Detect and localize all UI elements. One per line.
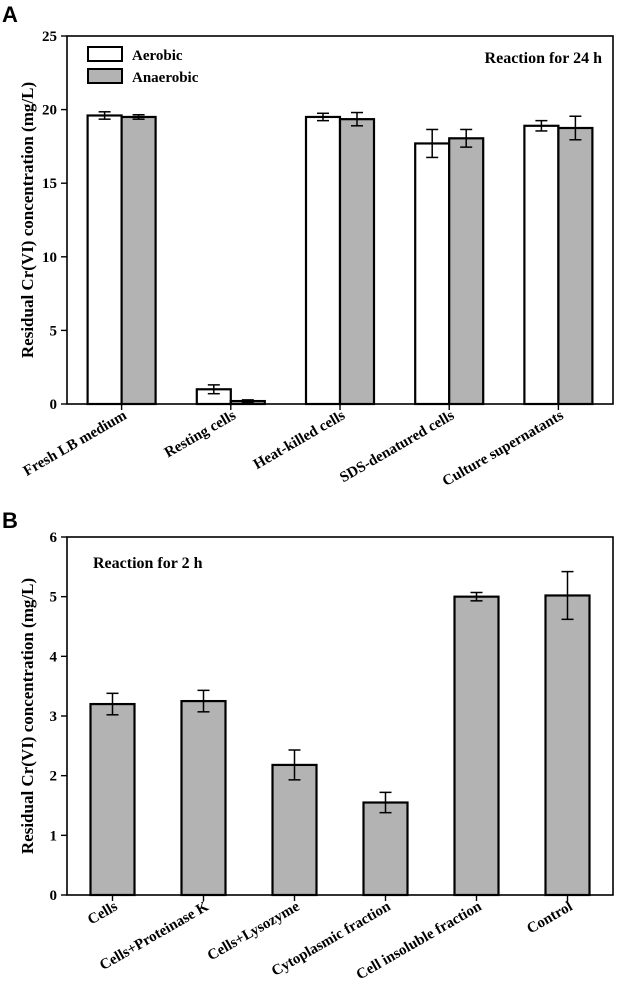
y-tick-label: 4 [50, 649, 58, 665]
y-tick-label: 3 [50, 709, 58, 725]
chart-panel-a: A 0 5 10 15 20 25 Residual Cr(VI) concentration… [2, 2, 614, 490]
y-axis-title: Residual Cr(VI) concentration (mg/L) [18, 578, 37, 854]
y-tick-label: 5 [50, 323, 58, 339]
x-category-label: Fresh LB medium [21, 407, 130, 479]
bar-residual-cr-vi- [544, 594, 591, 897]
y-tick-label: 1 [50, 828, 58, 844]
y-tick-label: 2 [50, 769, 58, 785]
bar-residual-cr-vi- [362, 801, 409, 897]
y-tick-label: 25 [42, 29, 57, 45]
x-category-label: Cells [85, 899, 121, 929]
legend: Aerobic Anaerobic [87, 46, 199, 86]
y-tick-label: 15 [42, 176, 57, 192]
bar-anaerobic [448, 137, 485, 406]
x-category-label: Heat-killed cells [251, 408, 348, 473]
legend-label: Aerobic [132, 48, 183, 64]
y-tick-label: 6 [50, 530, 58, 546]
chart-annotation: Reaction for 2 h [93, 555, 203, 572]
y-tick-label: 0 [50, 397, 58, 413]
plot-frame [66, 536, 614, 896]
y-tick-label: 0 [50, 888, 58, 904]
legend-swatch [87, 68, 123, 84]
y-tick-label: 5 [50, 590, 58, 606]
panel-letter: A [2, 2, 18, 27]
y-axis-title: Residual Cr(VI) concentration (mg/L) [18, 82, 37, 358]
bar-residual-cr-vi- [180, 699, 227, 897]
bar-residual-cr-vi- [453, 595, 500, 897]
legend-swatch [87, 46, 123, 62]
bar-anaerobic [120, 115, 157, 406]
chart-annotation: Reaction for 24 h [485, 50, 603, 67]
bar-residual-cr-vi- [271, 763, 318, 897]
bar-aerobic [86, 114, 123, 406]
panel-letter: B [2, 508, 18, 533]
x-category-label: Resting cells [162, 408, 239, 462]
bar-residual-cr-vi- [89, 702, 136, 897]
x-category-label: Control [524, 899, 575, 938]
x-category-label: SDS-denatured cells [337, 408, 457, 487]
chart-panel-b: B 0 1 2 3 4 5 6 Residual Cr(VI) concentration (m… [2, 508, 614, 983]
bar-anaerobic [557, 126, 594, 406]
y-tick-label: 20 [42, 103, 57, 119]
legend-label: Anaerobic [132, 70, 199, 86]
x-category-label: Culture supernatants [440, 408, 567, 490]
bar-aerobic [414, 142, 451, 406]
bar-aerobic [304, 115, 342, 406]
bar-aerobic [523, 124, 560, 406]
y-tick-label: 10 [42, 250, 57, 266]
bar-anaerobic [338, 118, 376, 406]
